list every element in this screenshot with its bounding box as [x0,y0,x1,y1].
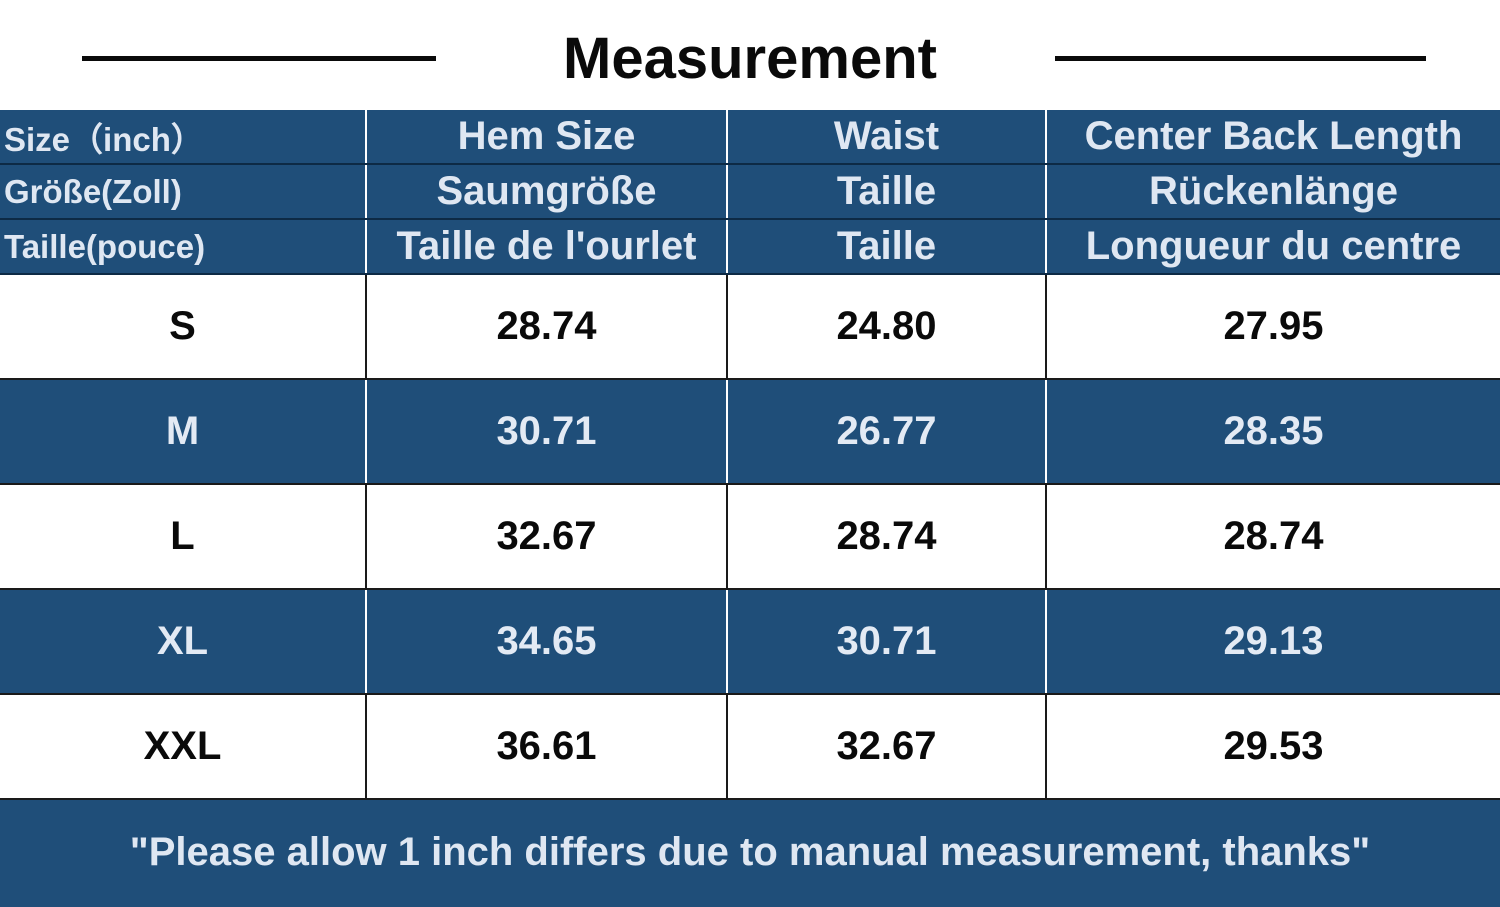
size-cell: XXL [0,694,366,800]
hem-cell: 32.67 [365,484,727,590]
header-row-french: Taille(pouce) Taille de l'ourlet Taille … [0,219,1500,275]
size-cell: L [0,484,366,590]
hem-cell: 36.61 [365,694,727,800]
waist-cell: 24.80 [726,274,1046,380]
table-row: L 32.67 28.74 28.74 [0,484,1500,590]
footnote-text: "Please allow 1 inch differs due to manu… [129,830,1371,874]
header-size: Size（inch） [0,110,366,165]
header-length: Rückenlänge [1045,164,1500,220]
table-row: S 28.74 24.80 27.95 [0,274,1500,380]
length-cell: 29.53 [1045,694,1500,800]
header-hem: Saumgröße [365,164,727,220]
header-row-english: Size（inch） Hem Size Waist Center Back Le… [0,110,1500,165]
size-cell: M [0,379,366,485]
table-row: XXL 36.61 32.67 29.53 [0,694,1500,800]
header-waist: Taille [726,164,1046,220]
header-size: Taille(pouce) [0,219,366,275]
hem-cell: 30.71 [365,379,727,485]
length-cell: 29.13 [1045,589,1500,695]
waist-cell: 28.74 [726,484,1046,590]
header-length: Center Back Length [1045,110,1500,165]
header-row-german: Größe(Zoll) Saumgröße Taille Rückenlänge [0,164,1500,220]
header-length: Longueur du centre [1045,219,1500,275]
title-divider-left [82,56,436,61]
chart-title: Measurement [563,26,937,91]
header-hem: Taille de l'ourlet [365,219,727,275]
length-cell: 27.95 [1045,274,1500,380]
header-waist: Waist [726,110,1046,165]
title-divider-right [1055,56,1426,61]
table-row: M 30.71 26.77 28.35 [0,379,1500,485]
hem-cell: 34.65 [365,589,727,695]
size-cell: S [0,274,366,380]
measurement-table: Size（inch） Hem Size Waist Center Back Le… [0,110,1500,800]
hem-cell: 28.74 [365,274,727,380]
table-row: XL 34.65 30.71 29.13 [0,589,1500,695]
length-cell: 28.35 [1045,379,1500,485]
waist-cell: 26.77 [726,379,1046,485]
header-hem: Hem Size [365,110,727,165]
title-bar: Measurement [0,0,1500,110]
length-cell: 28.74 [1045,484,1500,590]
header-size: Größe(Zoll) [0,164,366,220]
header-waist: Taille [726,219,1046,275]
size-cell: XL [0,589,366,695]
footnote-bar: "Please allow 1 inch differs due to manu… [0,800,1500,907]
waist-cell: 30.71 [726,589,1046,695]
waist-cell: 32.67 [726,694,1046,800]
